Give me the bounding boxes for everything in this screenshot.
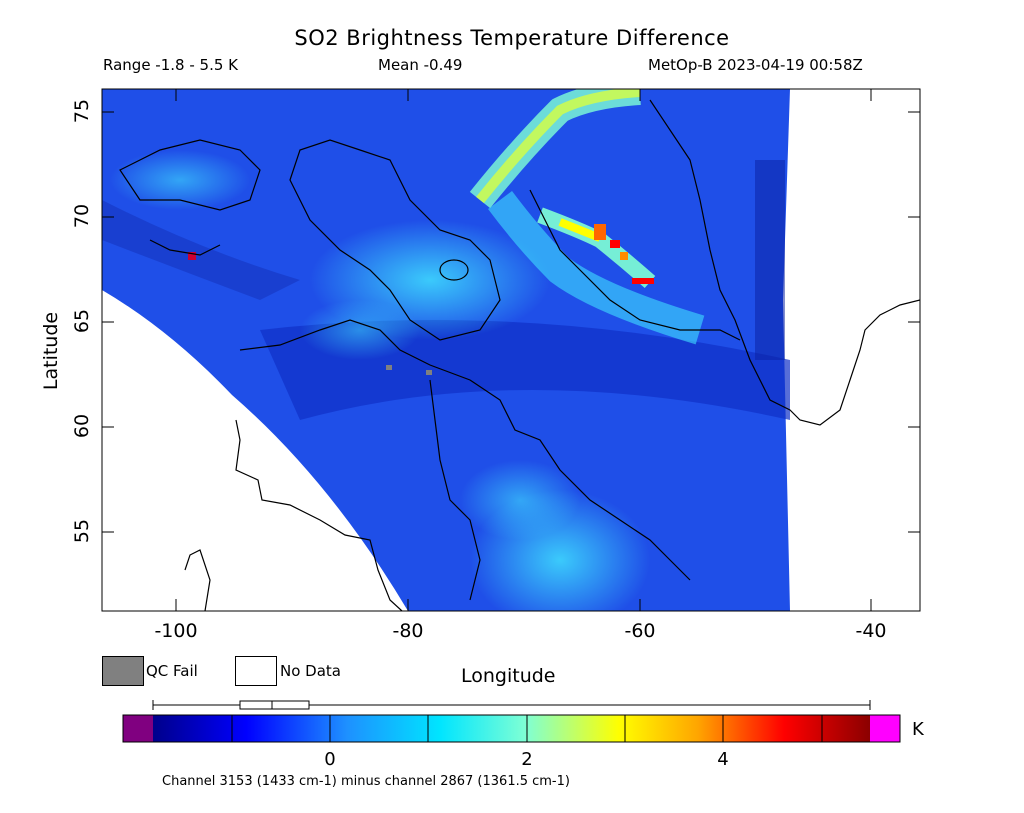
y-tick-label: 60 xyxy=(71,413,93,439)
plot-frame xyxy=(101,88,921,612)
x-axis-ticks xyxy=(175,89,872,611)
colorbar-tick-label: 4 xyxy=(717,749,729,770)
y-tick-label: 55 xyxy=(71,518,93,544)
colorbar-tick-label: 0 xyxy=(324,749,336,770)
y-tick-label: 70 xyxy=(71,203,93,229)
x-tick-label: -100 xyxy=(154,620,198,642)
x-tick-label: -40 xyxy=(855,620,887,642)
qc-fail-label: QC Fail xyxy=(146,662,198,680)
coastlines xyxy=(119,99,920,611)
x-tick-label: -60 xyxy=(624,620,656,642)
range-label: Range -1.8 - 5.5 K xyxy=(103,56,238,74)
colorbar-over xyxy=(870,715,900,742)
map-title: SO2 Brightness Temperature Difference xyxy=(294,26,730,50)
no-data-label: No Data xyxy=(280,662,341,680)
y-axis-ticks xyxy=(102,111,920,533)
colorbar xyxy=(153,715,870,742)
y-axis-label: Latitude xyxy=(40,311,62,391)
channel-footnote: Channel 3153 (1433 cm-1) minus channel 2… xyxy=(162,774,570,789)
data-swath xyxy=(102,89,790,611)
colorbar-tick-label: 2 xyxy=(521,749,533,770)
colorbar-ticks xyxy=(231,715,823,742)
satellite-time-label: MetOp-B 2023-04-19 00:58Z xyxy=(648,56,863,74)
colorbar-under xyxy=(123,715,153,742)
no-data-swatch xyxy=(235,656,277,686)
mean-label: Mean -0.49 xyxy=(378,56,463,74)
y-tick-label: 75 xyxy=(71,98,93,124)
y-tick-label: 65 xyxy=(71,308,93,334)
colorbar-unit: K xyxy=(912,719,924,740)
x-axis-label: Longitude xyxy=(461,665,556,687)
x-tick-label: -80 xyxy=(392,620,424,642)
qc-fail-swatch xyxy=(102,656,144,686)
distribution-boxplot xyxy=(152,700,871,710)
